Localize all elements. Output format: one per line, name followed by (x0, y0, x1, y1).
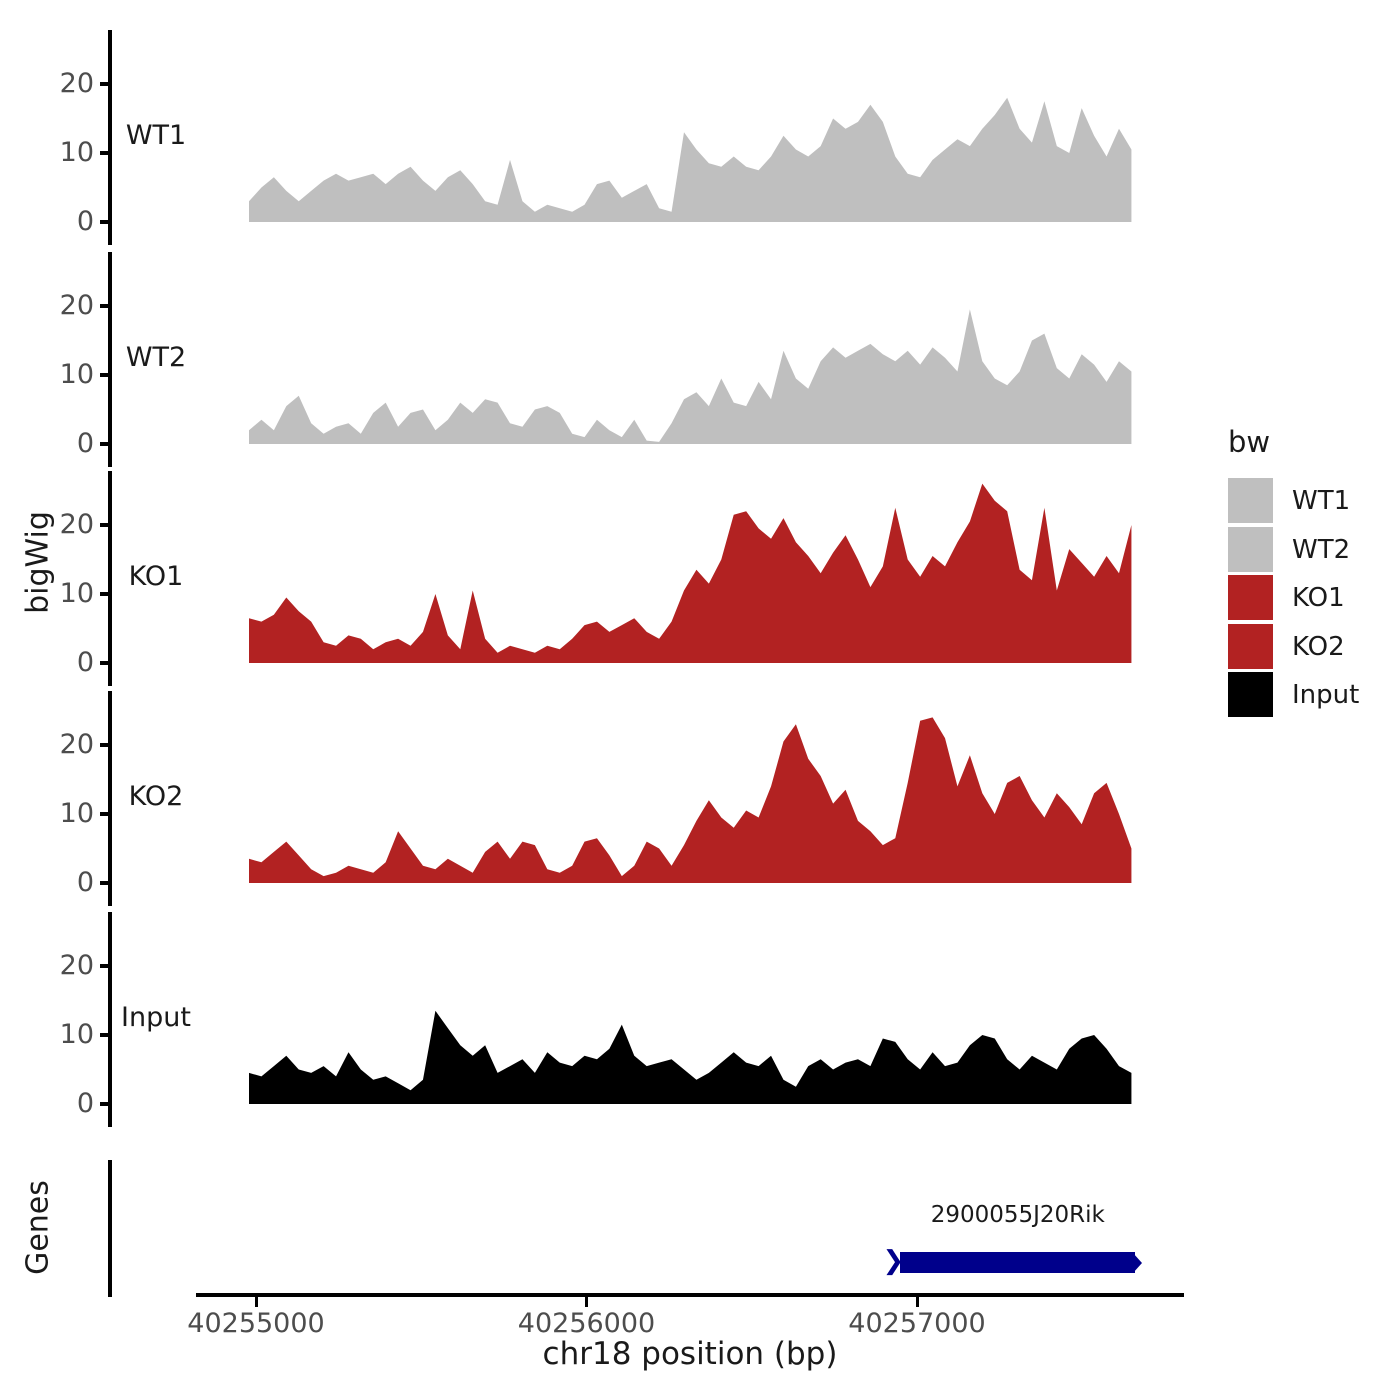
legend-label-ko1: KO1 (1292, 583, 1345, 613)
ko2-ytick-0-mark (100, 881, 110, 885)
track-label-ko1: KO1 (128, 561, 184, 592)
ko1-ytick-0-mark (100, 661, 110, 665)
x-tick-40255000 (254, 1297, 258, 1307)
legend-swatch-input (1228, 672, 1273, 717)
legend-swatch-wt1 (1228, 478, 1273, 523)
track-label-ko2: KO2 (128, 781, 184, 812)
wt1-y-axis-line (108, 30, 112, 245)
wt1-ytick-0-mark (100, 220, 110, 224)
legend-label-wt1: WT1 (1292, 486, 1351, 516)
ko2-ytick-20-label: 20 (59, 729, 94, 760)
input-ytick-0-label: 0 (76, 1088, 94, 1119)
wt1-ytick-20-mark (100, 82, 110, 86)
wt2-ytick-10-mark (100, 373, 110, 377)
ko2-ytick-0-label: 0 (76, 867, 94, 898)
x-axis-line (196, 1293, 1184, 1297)
ko2-ytick-10-mark (100, 812, 110, 816)
ko1-ytick-10-mark (100, 592, 110, 596)
legend-item-ko2: KO2 (1228, 624, 1398, 669)
facet-genes: 2900055J20Rik ❯ (0, 1160, 1400, 1297)
gene-name-label: 2900055J20Rik (930, 1202, 1105, 1228)
ko1-coverage-area (249, 483, 1132, 663)
legend-swatch-wt2 (1228, 527, 1273, 572)
wt1-ytick-10-label: 10 (59, 137, 94, 168)
input-ytick-20-label: 20 (59, 950, 94, 981)
input-ytick-0-mark (100, 1102, 110, 1106)
input-ytick-20-mark (100, 964, 110, 968)
ko1-y-axis-line (108, 471, 112, 686)
input-ytick-10-label: 10 (59, 1019, 94, 1050)
x-tick-40257000 (915, 1297, 919, 1307)
x-tick-label-40256000: 40256000 (517, 1308, 656, 1339)
wt2-y-axis-line (108, 252, 112, 467)
legend-label-wt2: WT2 (1292, 535, 1351, 565)
track-label-wt1: WT1 (125, 120, 187, 151)
facet-wt1: 20 10 0 WT1 (0, 30, 1400, 245)
track-label-wt2: WT2 (125, 342, 187, 373)
input-y-axis-line (108, 912, 112, 1127)
legend-item-wt2: WT2 (1228, 527, 1398, 572)
ko2-y-axis-line (108, 691, 112, 906)
track-label-input: Input (121, 1002, 191, 1033)
wt2-ytick-10-label: 10 (59, 359, 94, 390)
input-coverage-area (249, 1010, 1132, 1104)
legend-swatch-ko2 (1228, 624, 1273, 669)
wt1-ytick-0-label: 0 (76, 206, 94, 237)
ko1-ytick-10-label: 10 (59, 578, 94, 609)
wt1-coverage-area (249, 97, 1132, 222)
legend-swatch-ko1 (1228, 575, 1273, 620)
ko2-ytick-20-mark (100, 743, 110, 747)
legend-item-wt1: WT1 (1228, 478, 1398, 523)
ko1-ytick-20-mark (100, 523, 110, 527)
gene-arrow-icon (1133, 1253, 1143, 1273)
wt2-ytick-20-label: 20 (59, 290, 94, 321)
facet-ko1: 20 10 0 KO1 (0, 471, 1400, 686)
legend-label-input: Input (1292, 680, 1360, 710)
legend-title: bw (1228, 425, 1271, 459)
facet-ko2: 20 10 0 KO2 (0, 691, 1400, 906)
wt2-ytick-20-mark (100, 304, 110, 308)
legend-item-input: Input (1228, 672, 1398, 717)
wt2-ytick-0-mark (100, 442, 110, 446)
ko1-ytick-0-label: 0 (76, 647, 94, 678)
gene-body-bar (900, 1252, 1136, 1273)
wt1-ytick-20-label: 20 (59, 68, 94, 99)
input-ytick-10-mark (100, 1033, 110, 1037)
genes-y-axis-line (108, 1160, 112, 1297)
x-tick-40256000 (585, 1297, 588, 1307)
legend: bw WT1 WT2 KO1 KO2 Input (1228, 425, 1398, 755)
ko2-coverage-area (249, 717, 1132, 883)
wt2-coverage-area (249, 309, 1132, 444)
x-axis-title: chr18 position (bp) (542, 1336, 838, 1372)
x-tick-label-40255000: 40255000 (187, 1308, 325, 1339)
wt2-ytick-0-label: 0 (76, 428, 94, 459)
x-tick-label-40257000: 40257000 (848, 1308, 986, 1339)
legend-label-ko2: KO2 (1292, 632, 1345, 662)
ko2-ytick-10-label: 10 (59, 798, 94, 829)
gene-strand-chevron-icon: ❯ (882, 1246, 905, 1276)
wt1-ytick-10-mark (100, 151, 110, 155)
facet-input: 20 10 0 Input (0, 912, 1400, 1127)
ko1-ytick-20-label: 20 (59, 509, 94, 540)
legend-item-ko1: KO1 (1228, 575, 1398, 620)
facet-wt2: 20 10 0 WT2 (0, 252, 1400, 467)
